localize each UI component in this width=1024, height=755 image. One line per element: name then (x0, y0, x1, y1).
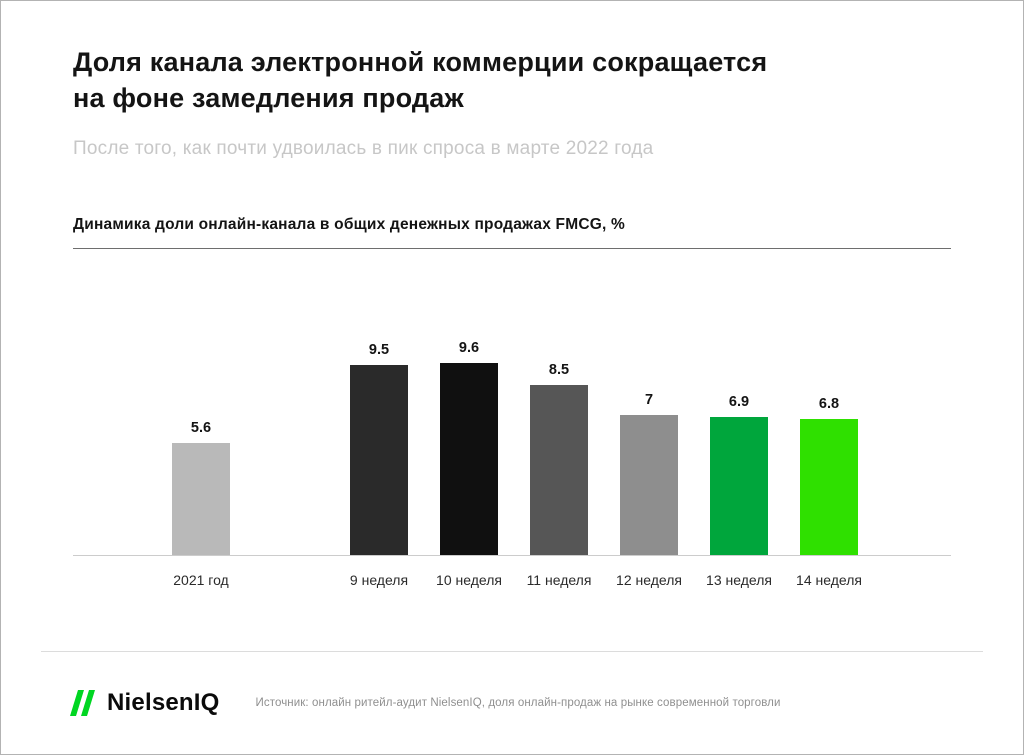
bar (710, 417, 768, 556)
bar-chart: 5.6 9.5 9.6 8.5 7 6.9 6.8 2021 год 9 неделя 10 н… (73, 255, 951, 588)
chart-title-divider (73, 248, 951, 250)
bar (530, 385, 588, 556)
page-title: Доля канала электронной коммерции сокращ… (73, 45, 951, 116)
footer-divider (41, 651, 983, 652)
footer: NielsenIQ Источник: онлайн ритейл-аудит … (1, 651, 1023, 754)
nielseniq-logo-icon (70, 690, 95, 716)
bar (620, 415, 678, 556)
brand-name: NielsenIQ (107, 689, 220, 716)
bar-category-label: 10 неделя (436, 572, 502, 589)
bar-column: 8.5 (514, 362, 604, 556)
bar-category-label: 12 неделя (616, 572, 682, 589)
footer-row: NielsenIQ Источник: онлайн ритейл-аудит … (1, 652, 1023, 754)
bar-column: 7 (604, 392, 694, 556)
bar (172, 443, 230, 556)
bar-category-label: 2021 год (173, 572, 229, 589)
chart-category-axis: 2021 год 9 неделя 10 неделя 11 неделя 12 нед… (73, 572, 951, 588)
bar-category-label: 13 неделя (706, 572, 772, 589)
chart-section: Динамика доли онлайн-канала в общих дене… (1, 216, 1023, 588)
bar-value-label: 8.5 (548, 362, 570, 379)
subtitle: После того, как почти удвоилась в пик сп… (73, 138, 654, 160)
bar-category-label: 9 неделя (349, 572, 409, 589)
bar (800, 419, 858, 556)
page-title-line1: Доля канала электронной коммерции сокращ… (73, 47, 768, 77)
bar-category-label: 11 неделя (526, 572, 592, 589)
bar-category-label: 14 неделя (796, 572, 862, 589)
source-text: Источник: онлайн ритейл-аудит NielsenIQ,… (255, 697, 781, 709)
bar-value-label: 9.5 (368, 342, 390, 359)
bar-value-label: 5.6 (190, 420, 212, 437)
bar-value-label: 6.8 (818, 396, 840, 413)
bar-column: 9.6 (424, 340, 514, 556)
bar-column: 6.8 (784, 396, 874, 556)
page-title-line2: на фоне замедления продаж (73, 82, 464, 113)
bar (350, 365, 408, 556)
bar-value-label: 7 (644, 392, 654, 409)
bar-value-label: 9.6 (458, 340, 480, 357)
bar-value-label: 6.9 (728, 394, 750, 411)
bar-column: 5.6 (156, 420, 246, 556)
bar-column: 6.9 (694, 394, 784, 556)
chart-title: Динамика доли онлайн-канала в общих дене… (73, 216, 625, 234)
header: Доля канала электронной коммерции сокращ… (1, 1, 1023, 160)
nielseniq-logo: NielsenIQ (65, 687, 220, 719)
bar-column: 9.5 (334, 342, 424, 556)
bar (440, 363, 498, 556)
chart-baseline (73, 555, 951, 557)
bar-chart-plot: 5.6 9.5 9.6 8.5 7 6.9 6.8 (73, 255, 951, 556)
